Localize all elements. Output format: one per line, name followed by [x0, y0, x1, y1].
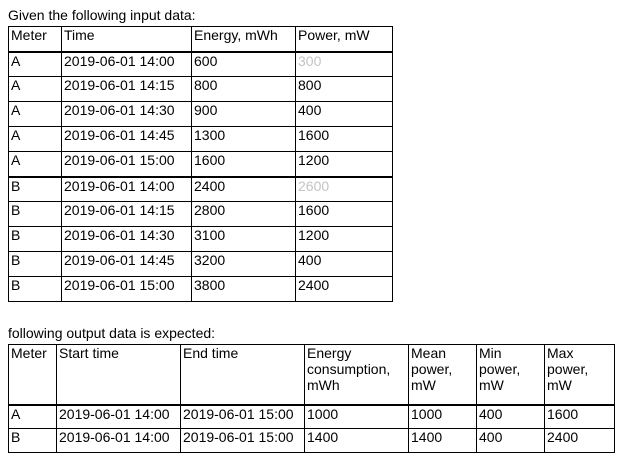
- cell-start-time: 2019-06-01 14:00: [56, 428, 181, 453]
- cell-time: 2019-06-01 14:00: [61, 51, 192, 77]
- cell-meter: A: [8, 76, 62, 102]
- header-energy-consumption: Energy consumption, mWh: [304, 344, 409, 406]
- cell-time: 2019-06-01 14:45: [61, 126, 192, 152]
- cell-power: 800: [295, 76, 393, 102]
- cell-power: 400: [295, 101, 393, 127]
- input-header-row: Meter Time Energy, mWh Power, mW: [8, 26, 393, 53]
- cell-time: 2019-06-01 14:30: [61, 101, 192, 127]
- cell-mean-power: 1400: [408, 428, 477, 453]
- cell-power: 1200: [295, 226, 393, 252]
- cell-time: 2019-06-01 14:15: [61, 201, 192, 227]
- table-row: A 2019-06-01 14:00 600 300: [8, 51, 393, 77]
- table-row: A 2019-06-01 14:45 1300 1600: [8, 126, 393, 152]
- cell-power: 300: [295, 51, 393, 77]
- table-row: A 2019-06-01 14:15 800 800: [8, 76, 393, 102]
- cell-meter: B: [8, 176, 62, 202]
- cell-power: 1200: [295, 151, 393, 178]
- cell-meter: B: [8, 226, 62, 252]
- header-min-power: Min power, mW: [476, 344, 545, 406]
- header-meter: Meter: [8, 344, 57, 406]
- table-row: A 2019-06-01 14:30 900 400: [8, 101, 393, 127]
- cell-meter: B: [8, 201, 62, 227]
- cell-meter: A: [8, 404, 57, 429]
- header-energy: Energy, mWh: [191, 26, 296, 53]
- cell-start-time: 2019-06-01 14:00: [56, 404, 181, 429]
- cell-meter: A: [8, 151, 62, 178]
- cell-time: 2019-06-01 14:00: [61, 176, 192, 202]
- cell-meter: B: [8, 428, 57, 453]
- cell-min-power: 400: [476, 404, 545, 429]
- cell-energy: 600: [191, 51, 296, 77]
- cell-energy-consumption: 1000: [304, 404, 409, 429]
- header-end-time: End time: [180, 344, 305, 406]
- cell-power: 2400: [295, 276, 393, 302]
- cell-meter: A: [8, 101, 62, 127]
- cell-meter: A: [8, 126, 62, 152]
- cell-energy: 2800: [191, 201, 296, 227]
- table-row: A 2019-06-01 15:00 1600 1200: [8, 151, 393, 178]
- cell-power: 1600: [295, 201, 393, 227]
- cell-time: 2019-06-01 14:45: [61, 251, 192, 277]
- cell-meter: A: [8, 51, 62, 77]
- cell-end-time: 2019-06-01 15:00: [180, 404, 305, 429]
- cell-time: 2019-06-01 14:30: [61, 226, 192, 252]
- cell-time: 2019-06-01 15:00: [61, 276, 192, 302]
- output-caption: following output data is expected:: [8, 325, 216, 341]
- cell-max-power: 2400: [544, 428, 615, 453]
- header-max-power: Max power, mW: [544, 344, 615, 406]
- input-caption: Given the following input data:: [8, 7, 196, 23]
- cell-mean-power: 1000: [408, 404, 477, 429]
- cell-power: 400: [295, 251, 393, 277]
- table-row: B 2019-06-01 14:15 2800 1600: [8, 201, 393, 227]
- table-row: B 2019-06-01 14:00 2400 2600: [8, 176, 393, 202]
- input-data-table: Meter Time Energy, mWh Power, mW A 2019-…: [8, 26, 393, 302]
- cell-energy: 2400: [191, 176, 296, 202]
- cell-energy: 1300: [191, 126, 296, 152]
- cell-energy: 3200: [191, 251, 296, 277]
- header-power: Power, mW: [295, 26, 393, 53]
- table-row: A 2019-06-01 14:00 2019-06-01 15:00 1000…: [8, 404, 615, 429]
- cell-max-power: 1600: [544, 404, 615, 429]
- output-header-row: Meter Start time End time Energy consump…: [8, 344, 615, 406]
- table-row: B 2019-06-01 15:00 3800 2400: [8, 276, 393, 302]
- header-start-time: Start time: [56, 344, 181, 406]
- cell-time: 2019-06-01 15:00: [61, 151, 192, 178]
- cell-energy-consumption: 1400: [304, 428, 409, 453]
- cell-energy: 900: [191, 101, 296, 127]
- cell-energy: 3100: [191, 226, 296, 252]
- table-row: B 2019-06-01 14:30 3100 1200: [8, 226, 393, 252]
- output-data-table: Meter Start time End time Energy consump…: [8, 344, 615, 453]
- cell-energy: 800: [191, 76, 296, 102]
- header-meter: Meter: [8, 26, 62, 53]
- cell-meter: B: [8, 251, 62, 277]
- cell-meter: B: [8, 276, 62, 302]
- cell-power: 1600: [295, 126, 393, 152]
- table-row: B 2019-06-01 14:45 3200 400: [8, 251, 393, 277]
- cell-energy: 3800: [191, 276, 296, 302]
- cell-end-time: 2019-06-01 15:00: [180, 428, 305, 453]
- cell-time: 2019-06-01 14:15: [61, 76, 192, 102]
- header-time: Time: [61, 26, 192, 53]
- table-row: B 2019-06-01 14:00 2019-06-01 15:00 1400…: [8, 428, 615, 453]
- cell-energy: 1600: [191, 151, 296, 178]
- cell-power: 2600: [295, 176, 393, 202]
- header-mean-power: Mean power, mW: [408, 344, 477, 406]
- cell-min-power: 400: [476, 428, 545, 453]
